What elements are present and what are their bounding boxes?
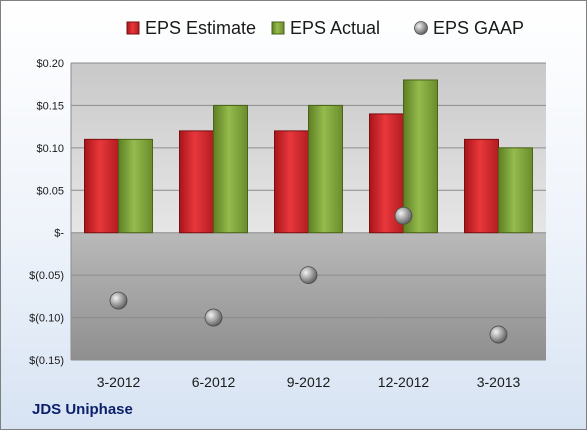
y-tick-label: $- <box>54 228 64 240</box>
y-tick-label: $0.10 <box>36 143 64 155</box>
legend-label-eps-gaap: EPS GAAP <box>433 18 524 38</box>
point-eps-gaap-6-2012 <box>204 308 223 327</box>
bar-eps-estimate-9-2012 <box>274 130 309 234</box>
x-category-label: 3-2013 <box>477 374 521 390</box>
legend-label-eps-actual: EPS Actual <box>290 18 380 38</box>
y-tick-label: $0.05 <box>36 185 64 197</box>
point-eps-gaap-3-2013 <box>489 325 508 344</box>
bar-eps-estimate-3-2013 <box>464 138 499 234</box>
y-tick-label: $(0.10) <box>29 313 64 325</box>
plot-area-negative <box>71 232 546 360</box>
point-eps-gaap-12-2012 <box>394 206 413 225</box>
legend-swatch-eps-gaap <box>414 21 428 35</box>
x-category-label: 6-2012 <box>192 374 236 390</box>
legend-swatch-eps-actual <box>271 21 285 35</box>
x-category-label: 3-2012 <box>97 374 141 390</box>
bar-eps-actual-12-2012 <box>403 79 438 234</box>
x-category-label: 9-2012 <box>287 374 331 390</box>
x-category-label: 12-2012 <box>378 374 430 390</box>
point-eps-gaap-9-2012 <box>299 266 318 285</box>
legend-swatch-eps-estimate <box>126 21 140 35</box>
y-tick-label: $(0.15) <box>29 355 64 367</box>
company-name: JDS Uniphase <box>32 401 133 418</box>
bar-eps-actual-9-2012 <box>308 104 343 234</box>
y-tick-label: $(0.05) <box>29 270 64 282</box>
y-tick-label: $0.15 <box>36 100 64 112</box>
bar-eps-estimate-3-2012 <box>84 138 119 234</box>
y-tick-label: $0.20 <box>36 58 64 70</box>
bar-eps-actual-6-2012 <box>213 104 248 234</box>
bar-eps-estimate-6-2012 <box>179 130 214 234</box>
bar-eps-actual-3-2012 <box>118 138 153 234</box>
bar-eps-actual-3-2013 <box>498 147 533 234</box>
point-eps-gaap-3-2012 <box>109 291 128 310</box>
legend-label-eps-estimate: EPS Estimate <box>145 18 256 38</box>
